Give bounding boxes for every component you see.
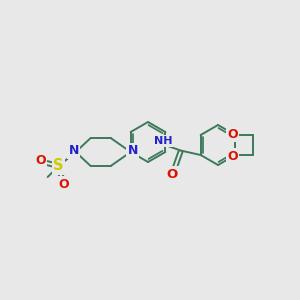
- Text: O: O: [35, 154, 46, 167]
- Text: O: O: [167, 168, 178, 181]
- Text: S: S: [53, 158, 64, 173]
- Text: N: N: [68, 145, 79, 158]
- Text: N: N: [128, 145, 138, 158]
- Text: O: O: [227, 149, 238, 163]
- Text: NH: NH: [154, 136, 172, 146]
- Text: O: O: [58, 178, 69, 190]
- Text: O: O: [227, 128, 238, 140]
